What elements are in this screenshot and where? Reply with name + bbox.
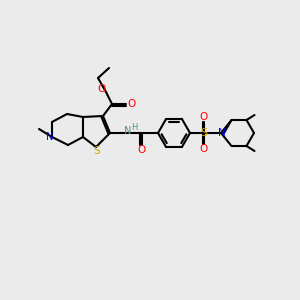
Text: O: O — [127, 99, 135, 109]
Text: O: O — [200, 112, 208, 122]
Text: O: O — [97, 84, 105, 94]
Text: N: N — [124, 126, 132, 136]
Text: S: S — [94, 146, 100, 156]
Text: N: N — [46, 132, 54, 142]
Text: O: O — [138, 145, 146, 155]
Text: N: N — [218, 128, 226, 138]
Text: H: H — [131, 123, 137, 132]
Text: O: O — [200, 144, 208, 154]
Text: S: S — [200, 128, 208, 138]
